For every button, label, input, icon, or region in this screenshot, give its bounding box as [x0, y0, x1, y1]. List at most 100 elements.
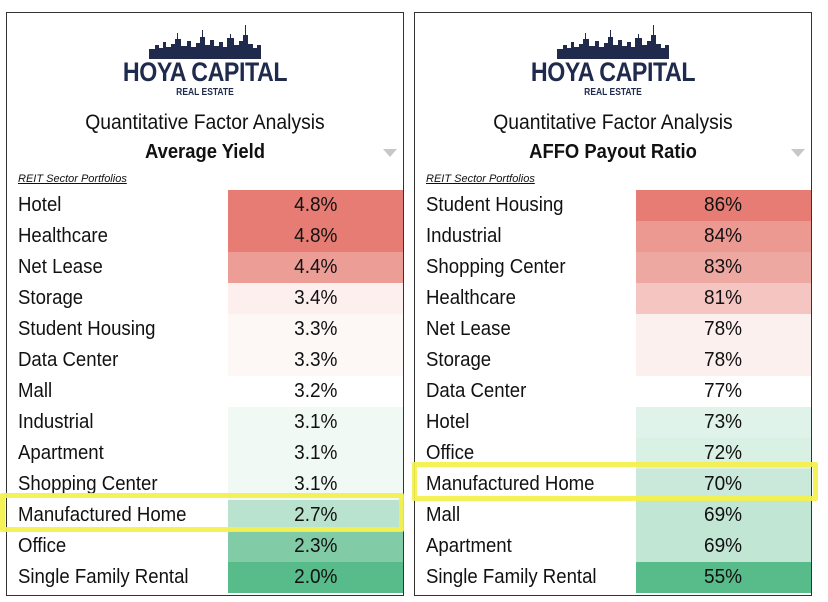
value-label: 70%	[704, 473, 743, 495]
sector-label: Shopping Center	[426, 256, 566, 278]
sector-label: Industrial	[426, 225, 502, 247]
value-label: 2.3%	[293, 535, 338, 557]
sector-label: Student Housing	[426, 194, 564, 216]
value-label: 83%	[704, 256, 743, 278]
value-cell: 86%	[636, 190, 811, 221]
sector-label: Apartment	[18, 442, 104, 464]
table-row: Storage 3.4%	[7, 283, 403, 314]
table-row: Apartment 69%	[415, 531, 811, 562]
affo-payout-table: Student Housing 86% Industrial 84% Shopping …	[415, 190, 811, 593]
hoya-capital-logo: HOYA CAPITAL REAL ESTATE	[7, 25, 403, 121]
value-cell: 3.4%	[228, 283, 403, 314]
sector-label: Storage	[18, 287, 84, 309]
value-cell: 3.1%	[228, 407, 403, 438]
table-row: Office 2.3%	[7, 531, 403, 562]
value-cell: 2.3%	[228, 531, 403, 562]
section-label: REIT Sector Portfolios	[18, 173, 127, 185]
table-row: Mall 3.2%	[7, 376, 403, 407]
average-yield-table: Hotel 4.8% Healthcare 4.8% Net Lease 4.4% Stor…	[7, 190, 403, 593]
value-cell: 3.1%	[228, 438, 403, 469]
table-row: Industrial 3.1%	[7, 407, 403, 438]
table-row: Apartment 3.1%	[7, 438, 403, 469]
value-label: 3.1%	[293, 473, 338, 495]
brand-name: HOYA CAPITAL	[122, 57, 288, 87]
sector-label: Hotel	[18, 194, 62, 216]
sector-label: Hotel	[426, 411, 470, 433]
value-label: 55%	[704, 566, 743, 588]
value-cell: 84%	[636, 221, 811, 252]
value-cell: 69%	[636, 500, 811, 531]
value-label: 2.0%	[293, 566, 338, 588]
sector-label: Data Center	[18, 349, 119, 371]
value-cell: 70%	[636, 469, 811, 500]
value-label: 84%	[704, 225, 743, 247]
skyline-icon	[557, 25, 669, 59]
average-yield-panel: HOYA CAPITAL REAL ESTATE Quantitative Fa…	[6, 12, 404, 596]
metric-title: AFFO Payout Ratio	[529, 141, 697, 163]
value-cell: 3.3%	[228, 314, 403, 345]
value-cell: 4.8%	[228, 190, 403, 221]
value-cell: 4.4%	[228, 252, 403, 283]
value-cell: 69%	[636, 531, 811, 562]
metric-title: Average Yield	[144, 141, 266, 163]
sector-label: Office	[18, 535, 67, 557]
table-row: Single Family Rental 55%	[415, 562, 811, 593]
value-cell: 3.3%	[228, 345, 403, 376]
value-label: 3.3%	[293, 349, 338, 371]
table-row: Hotel 73%	[415, 407, 811, 438]
value-label: 86%	[704, 194, 743, 216]
value-label: 3.3%	[293, 318, 338, 340]
table-row: Data Center 3.3%	[7, 345, 403, 376]
value-label: 69%	[704, 535, 743, 557]
sector-label: Mall	[18, 380, 53, 402]
table-row: Manufactured Home 2.7%	[7, 500, 403, 531]
value-label: 81%	[704, 287, 743, 309]
table-row: Healthcare 4.8%	[7, 221, 403, 252]
table-row: Student Housing 3.3%	[7, 314, 403, 345]
skyline-icon	[149, 25, 261, 59]
sector-label: Data Center	[426, 380, 527, 402]
dropdown-arrow-icon[interactable]	[383, 149, 397, 157]
sector-label: Healthcare	[18, 225, 108, 247]
panel-subtitle: Quantitative Factor Analysis	[85, 111, 325, 134]
table-row: Data Center 77%	[415, 376, 811, 407]
table-row: Shopping Center 83%	[415, 252, 811, 283]
value-label: 69%	[704, 504, 743, 526]
value-label: 78%	[704, 349, 743, 371]
sector-label: Single Family Rental	[426, 566, 597, 588]
table-row: Manufactured Home 70%	[415, 469, 811, 500]
value-cell: 78%	[636, 345, 811, 376]
table-row: Student Housing 86%	[415, 190, 811, 221]
sector-label: Student Housing	[18, 318, 156, 340]
sector-label: Manufactured Home	[18, 504, 187, 526]
table-row: Shopping Center 3.1%	[7, 469, 403, 500]
sector-label: Single Family Rental	[18, 566, 189, 588]
sector-label: Net Lease	[18, 256, 103, 278]
dropdown-arrow-icon[interactable]	[791, 149, 805, 157]
value-cell: 2.7%	[228, 500, 403, 531]
value-label: 3.4%	[293, 287, 338, 309]
sector-label: Mall	[426, 504, 461, 526]
value-label: 3.1%	[293, 442, 338, 464]
table-row: Single Family Rental 2.0%	[7, 562, 403, 593]
value-label: 3.2%	[293, 380, 338, 402]
table-row: Office 72%	[415, 438, 811, 469]
value-label: 73%	[704, 411, 743, 433]
value-cell: 81%	[636, 283, 811, 314]
table-row: Net Lease 4.4%	[7, 252, 403, 283]
table-row: Hotel 4.8%	[7, 190, 403, 221]
table-row: Healthcare 81%	[415, 283, 811, 314]
brand-subtitle: REAL ESTATE	[176, 87, 234, 98]
table-row: Net Lease 78%	[415, 314, 811, 345]
value-cell: 77%	[636, 376, 811, 407]
table-row: Industrial 84%	[415, 221, 811, 252]
hoya-capital-logo: HOYA CAPITAL REAL ESTATE	[415, 25, 811, 121]
affo-payout-panel: HOYA CAPITAL REAL ESTATE Quantitative Fa…	[414, 12, 812, 596]
sector-label: Storage	[426, 349, 492, 371]
value-cell: 83%	[636, 252, 811, 283]
sector-label: Shopping Center	[18, 473, 158, 495]
sector-label: Net Lease	[426, 318, 511, 340]
brand-name: HOYA CAPITAL	[530, 57, 696, 87]
value-cell: 4.8%	[228, 221, 403, 252]
table-row: Storage 78%	[415, 345, 811, 376]
